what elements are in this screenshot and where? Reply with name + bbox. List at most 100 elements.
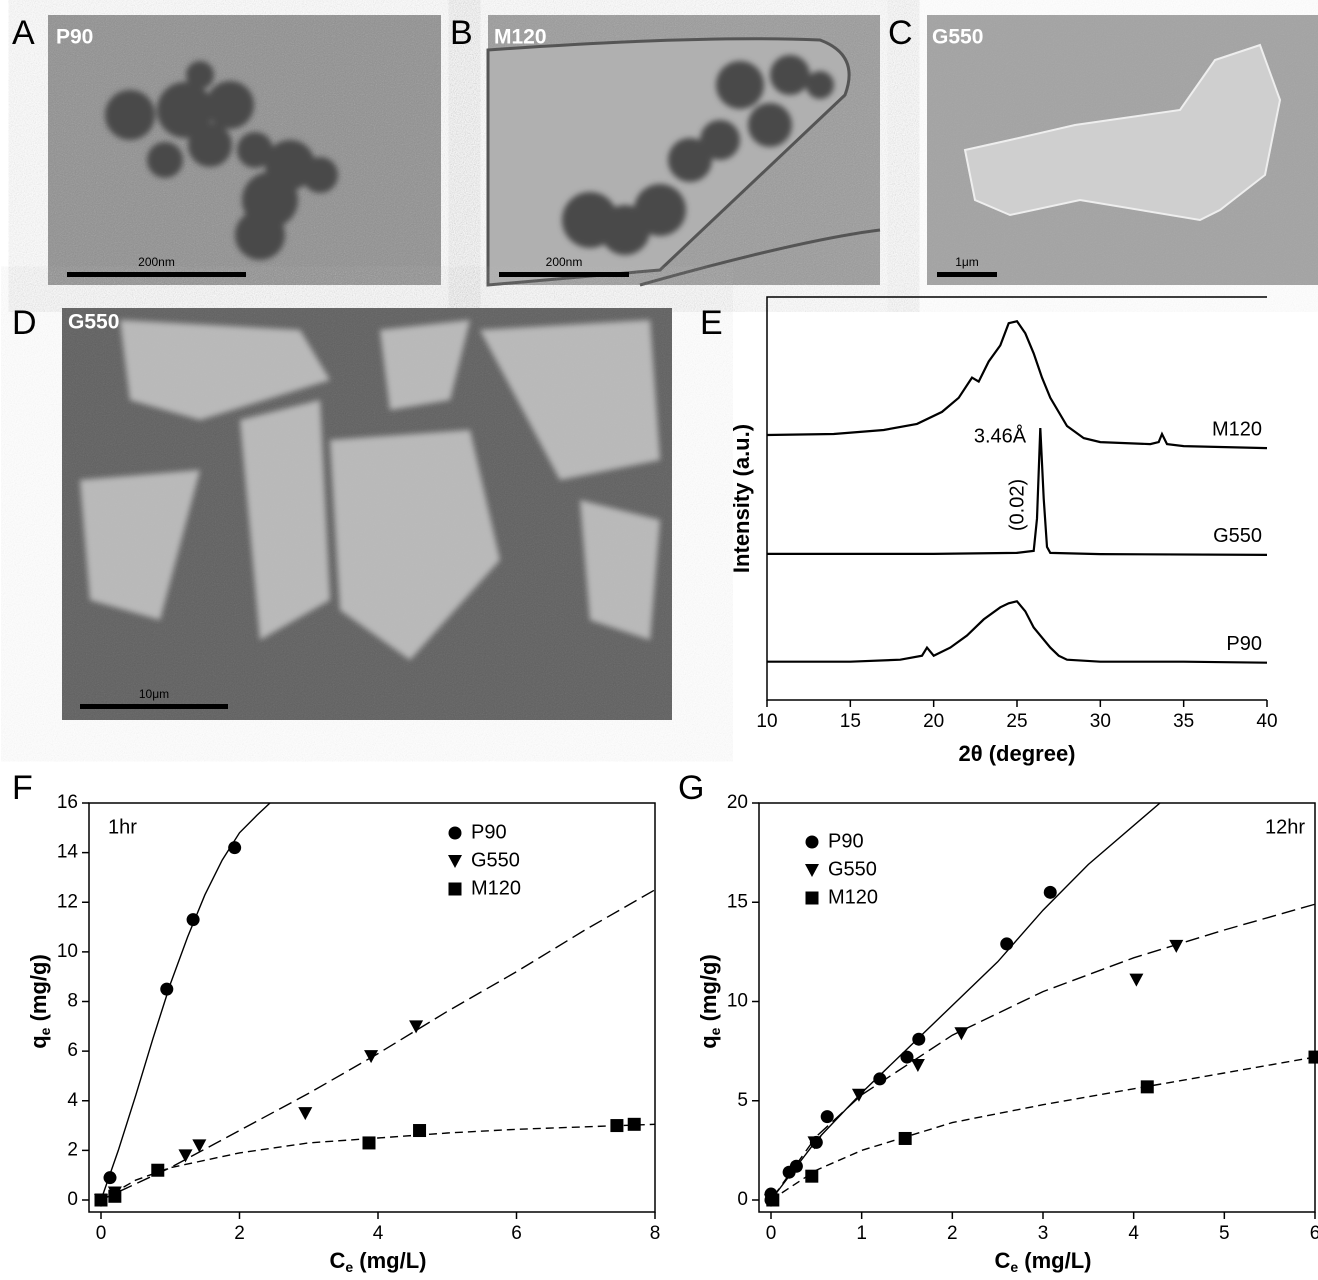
micrograph-a xyxy=(48,15,441,285)
x-tick-label: 6 xyxy=(511,1223,522,1244)
micrograph-c xyxy=(927,15,1318,285)
fit-curve xyxy=(771,904,1315,1200)
legend-marker xyxy=(805,864,819,877)
y-tick-label: 8 xyxy=(67,991,78,1012)
y-tick-label: 0 xyxy=(67,1189,78,1210)
x-tick-label: 4 xyxy=(373,1223,384,1244)
x-tick-label: 0 xyxy=(96,1223,107,1244)
series-label: M120 xyxy=(1212,418,1262,440)
legend-label: G550 xyxy=(828,858,877,880)
point xyxy=(899,1132,912,1145)
y-axis-title: qe (mg/g) xyxy=(696,954,723,1049)
scale-bar xyxy=(937,272,997,277)
point xyxy=(160,983,173,996)
scale-bar xyxy=(67,272,246,277)
point xyxy=(912,1033,925,1046)
point xyxy=(104,1171,117,1184)
panel-letter: D xyxy=(12,304,37,342)
point xyxy=(413,1124,426,1137)
series-label: P90 xyxy=(1226,633,1262,655)
point xyxy=(911,1059,925,1072)
x-tick-label: 2 xyxy=(947,1223,958,1244)
scale-bar-label: 200nm xyxy=(138,255,175,269)
micrograph-d xyxy=(62,308,672,720)
axis-subscript: e xyxy=(37,1027,53,1035)
x-tick-label: 15 xyxy=(840,711,861,732)
legend-label: P90 xyxy=(828,830,864,852)
panel-label: M120 xyxy=(494,26,547,49)
point xyxy=(228,841,241,854)
point xyxy=(1129,974,1143,987)
y-tick-label: 5 xyxy=(737,1090,748,1111)
point xyxy=(821,1110,834,1123)
panel-letter: C xyxy=(888,14,913,52)
point xyxy=(610,1119,623,1132)
axis-frame xyxy=(89,803,655,1212)
x-tick-label: 5 xyxy=(1219,1223,1230,1244)
point xyxy=(95,1194,108,1207)
x-tick-label: 25 xyxy=(1006,711,1027,732)
legend-marker xyxy=(448,855,462,868)
legend-label: M120 xyxy=(471,877,521,899)
x-tick-label: 30 xyxy=(1090,711,1111,732)
annotation: 12hr xyxy=(1265,816,1305,838)
panel-label: P90 xyxy=(56,26,93,49)
scale-bar xyxy=(80,704,228,709)
point xyxy=(364,1050,378,1063)
axis-subscript: e xyxy=(707,1027,723,1035)
panel-letter: B xyxy=(450,14,473,52)
fit-curve xyxy=(101,1124,655,1200)
legend-marker xyxy=(806,836,819,849)
panel-letter: A xyxy=(12,14,35,52)
y-tick-label: 10 xyxy=(57,941,78,962)
y-tick-label: 15 xyxy=(727,891,748,912)
xrd-curve xyxy=(767,601,1267,662)
y-axis-title: qe (mg/g) xyxy=(26,954,53,1049)
point xyxy=(790,1160,803,1173)
x-tick-label: 2 xyxy=(234,1223,245,1244)
legend-label: P90 xyxy=(471,821,507,843)
x-tick-label: 3 xyxy=(1038,1223,1049,1244)
y-axis-title: Intensity (a.u.) xyxy=(729,424,754,573)
axis-symbol: q xyxy=(696,1035,721,1048)
micrograph-b xyxy=(488,15,880,285)
point xyxy=(805,1170,818,1183)
axis-subscript: e xyxy=(1010,1259,1018,1275)
point xyxy=(1000,937,1013,950)
point xyxy=(362,1136,375,1149)
annotation: 3.46Å xyxy=(974,424,1027,447)
y-tick-label: 10 xyxy=(727,991,748,1012)
x-tick-label: 20 xyxy=(923,711,944,732)
point xyxy=(901,1051,914,1064)
point xyxy=(108,1190,121,1203)
x-tick-label: 6 xyxy=(1310,1223,1318,1244)
panel-letter: G xyxy=(678,769,704,807)
y-tick-label: 0 xyxy=(737,1189,748,1210)
annotation: 1hr xyxy=(108,816,137,838)
point xyxy=(192,1139,206,1152)
y-tick-label: 20 xyxy=(727,792,748,813)
figure: AP90200nmBM120200nmCG5501μmDG55010μmE101… xyxy=(0,0,1318,1280)
axis-subscript: e xyxy=(345,1259,353,1275)
scale-bar-label: 10μm xyxy=(139,687,169,701)
x-tick-label: 1 xyxy=(856,1223,867,1244)
legend-label: G550 xyxy=(471,849,520,871)
annotation: (0.02) xyxy=(1006,479,1028,531)
point xyxy=(628,1118,641,1131)
axis-symbol: C xyxy=(329,1248,345,1273)
y-tick-label: 14 xyxy=(57,842,79,863)
point xyxy=(298,1107,312,1120)
point xyxy=(1141,1080,1154,1093)
y-tick-label: 12 xyxy=(57,891,78,912)
point xyxy=(766,1194,779,1207)
panel-label: G550 xyxy=(68,311,119,334)
x-axis-title: 2θ (degree) xyxy=(958,741,1075,766)
point xyxy=(1309,1051,1318,1064)
axis-unit: (mg/L) xyxy=(1018,1248,1091,1273)
axis-unit: (mg/g) xyxy=(26,954,51,1027)
axis-unit: (mg/g) xyxy=(696,954,721,1027)
x-axis-title: Ce (mg/L) xyxy=(994,1248,1091,1275)
axis-unit: (mg/L) xyxy=(353,1248,426,1273)
y-tick-label: 4 xyxy=(67,1090,78,1111)
scale-bar-label: 200nm xyxy=(546,255,583,269)
